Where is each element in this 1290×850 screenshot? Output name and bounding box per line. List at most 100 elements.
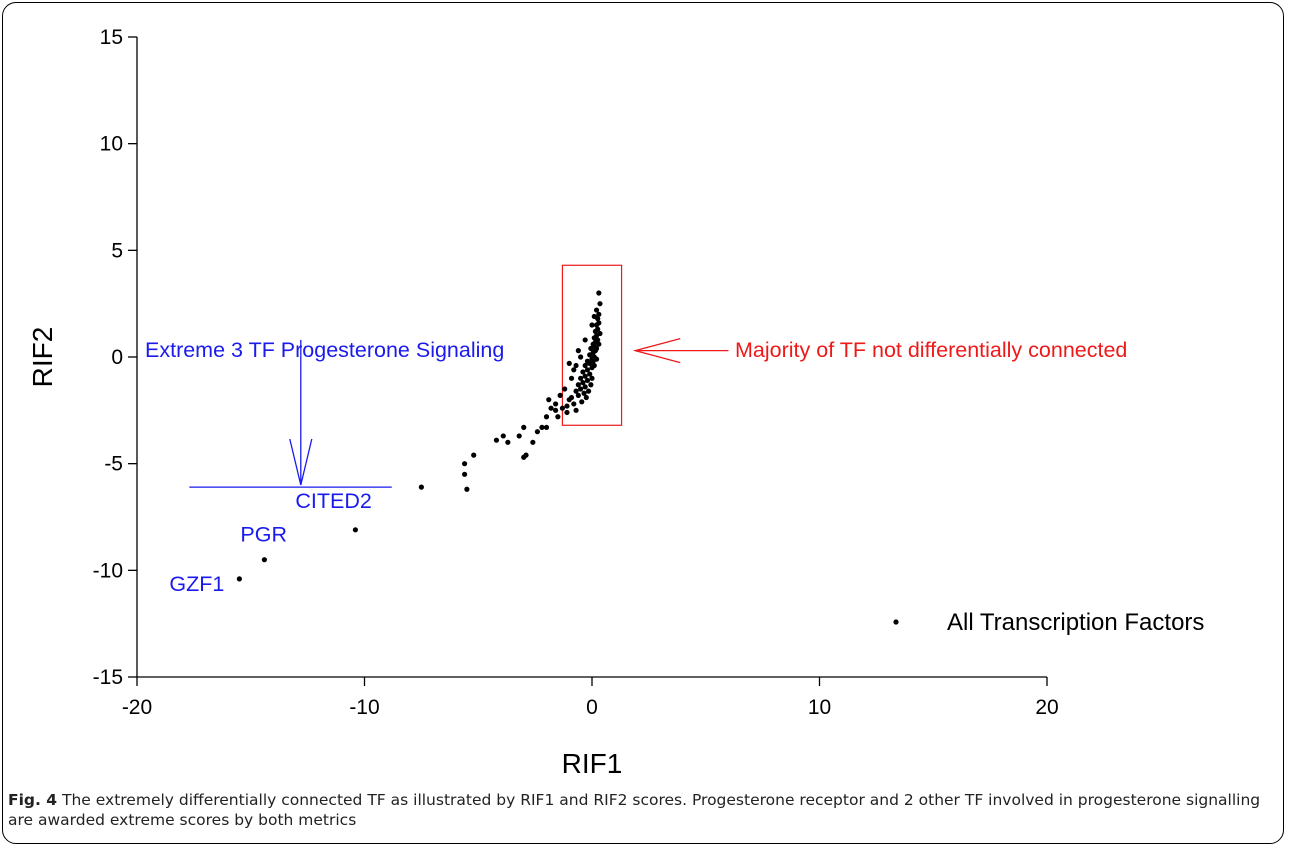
data-point [575,392,581,398]
data-point [543,424,550,430]
y-tick-label: -10 [93,559,123,582]
data-point [588,382,594,388]
x-tick-label: -10 [349,696,379,719]
data-point [591,313,597,320]
y-tick-label: 10 [100,133,123,156]
x-axis-title: RIF1 [562,748,623,779]
y-tick-label: -15 [93,666,123,689]
data-point [516,433,522,439]
data-point [582,362,588,369]
data-point [593,345,600,352]
data-point [261,557,267,563]
data-point [566,360,572,366]
point-label-pgr: PGR [240,523,287,547]
data-point [584,367,591,373]
y-tick-label: 0 [111,346,123,369]
data-point [575,348,581,354]
caption-text: The extremely differentially connected T… [8,791,1261,829]
data-point [462,461,468,467]
data-point [595,337,601,343]
data-point [596,290,602,296]
y-tick-label: 5 [111,239,123,262]
data-point [582,384,588,390]
data-point [553,401,559,407]
data-point [418,484,424,490]
data-point [548,405,554,411]
annotation-progesterone: Extreme 3 TF Progesterone Signaling [145,338,504,362]
caption-label: Fig. 4 [8,791,58,809]
data-point [546,397,552,403]
data-point [596,320,602,326]
data-point [571,401,577,407]
x-tick-label: 20 [1035,696,1058,719]
point-labels: GZF1 PGR CITED2 [169,489,371,596]
data-point [493,437,500,443]
data-point [597,301,603,307]
legend-marker [893,619,899,625]
data-point [573,362,579,369]
highlight-box [561,264,623,426]
data-point [568,394,575,401]
data-point [582,373,588,379]
data-point [505,439,511,445]
annotation-majority: Majority of TF not differentially connec… [735,338,1127,362]
data-point [596,311,602,317]
data-point [534,429,541,435]
point-label-cited2: CITED2 [295,489,371,513]
data-point [589,375,595,381]
data-point [582,337,588,343]
data-point [591,362,597,369]
data-point [562,386,568,392]
data-point [583,394,589,401]
data-point [575,382,581,388]
data-point [578,386,584,392]
data-point [523,452,529,458]
data-point [589,322,595,328]
data-point [471,452,477,458]
data-point [597,330,603,337]
data-points [236,290,603,582]
arrow-down-head [289,438,313,486]
data-point [555,414,561,420]
data-point [530,439,536,445]
data-point [521,424,527,430]
point-label-gzf1: GZF1 [169,572,224,596]
y-tick-label: -5 [104,453,123,476]
data-point [553,407,559,413]
figure-caption: Fig. 4 The extremely differentially conn… [8,790,1278,830]
annotations-layer: Extreme 3 TF Progesterone Signaling Major… [145,264,1127,488]
data-point [580,380,586,386]
data-point [593,356,600,362]
x-tick-label: 10 [808,696,831,719]
data-point [587,371,593,377]
data-point [573,407,579,413]
data-point [464,486,470,492]
data-point [539,424,545,430]
legend: All Transcription Factors [893,609,1204,636]
x-tick-label: 0 [586,696,598,719]
data-point [559,405,566,411]
data-point [578,354,584,360]
data-point [596,341,602,347]
data-point [571,367,577,373]
data-point [500,433,506,439]
data-point [557,392,563,398]
data-point [236,576,242,582]
y-axis-title: RIF2 [27,327,58,388]
data-point [593,307,600,313]
data-point [581,390,587,396]
data-point [462,471,468,477]
data-point [578,375,584,381]
data-point [564,409,570,416]
data-point [585,388,592,394]
axes: -15 -10 -5 0 5 10 15 -20 -10 0 10 20 RIF1 RIF2 [27,26,1059,779]
data-point [573,388,579,394]
data-point [595,326,601,332]
data-point [352,527,358,533]
data-point [584,377,591,384]
data-point [543,414,550,420]
scatter-plot: -15 -10 -5 0 5 10 15 -20 -10 0 10 20 RIF1 RIF2 Extrem… [27,26,1204,779]
data-point [579,399,585,405]
legend-label: All Transcription Factors [947,609,1204,636]
